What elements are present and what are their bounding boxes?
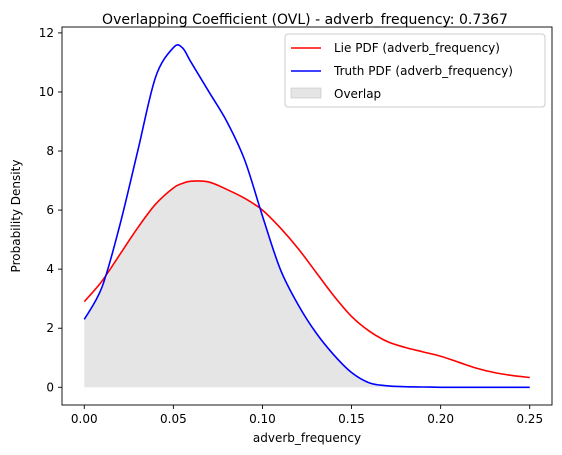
plot-frame bbox=[61, 26, 553, 406]
x-tick-label: 0.00 bbox=[71, 412, 98, 426]
chart-title: Overlapping Coefficient (OVL) - adverb_f… bbox=[102, 12, 508, 28]
lie-pdf-line bbox=[83, 180, 530, 379]
x-tick-label: 0.20 bbox=[427, 412, 454, 426]
y-tick-label: 2 bbox=[46, 321, 54, 335]
legend-box bbox=[284, 33, 546, 108]
y-tick-label: 8 bbox=[46, 144, 54, 158]
x-tick-label: 0.10 bbox=[249, 412, 276, 426]
legend-truth-label: Truth PDF (adverb_frequency) bbox=[333, 64, 513, 78]
y-axis-label: Probability Density bbox=[9, 160, 23, 273]
legend-lie-label: Lie PDF (adverb_frequency) bbox=[334, 41, 500, 55]
y-tick-label: 10 bbox=[39, 85, 54, 99]
x-axis-ticks: 0.00 0.05 0.10 0.15 0.20 0.25 bbox=[71, 405, 543, 426]
x-tick-label: 0.05 bbox=[160, 412, 187, 426]
truth-pdf-line bbox=[83, 44, 530, 389]
overlap-area bbox=[84, 180, 530, 388]
x-tick-label: 0.15 bbox=[338, 412, 365, 426]
legend-overlap-label: Overlap bbox=[334, 87, 381, 101]
y-tick-label: 6 bbox=[46, 203, 54, 217]
legend-overlap-swatch bbox=[290, 87, 322, 99]
x-axis-label: adverb_frequency bbox=[253, 431, 361, 445]
y-tick-label: 4 bbox=[46, 262, 54, 276]
legend: Lie PDF (adverb_frequency) Truth PDF (ad… bbox=[284, 33, 546, 108]
y-tick-label: 0 bbox=[46, 380, 54, 394]
x-tick-label: 0.25 bbox=[516, 412, 543, 426]
y-tick-label: 12 bbox=[39, 26, 54, 40]
y-axis-ticks: 0 2 4 6 8 10 12 bbox=[39, 26, 62, 394]
plot-area bbox=[83, 44, 530, 389]
